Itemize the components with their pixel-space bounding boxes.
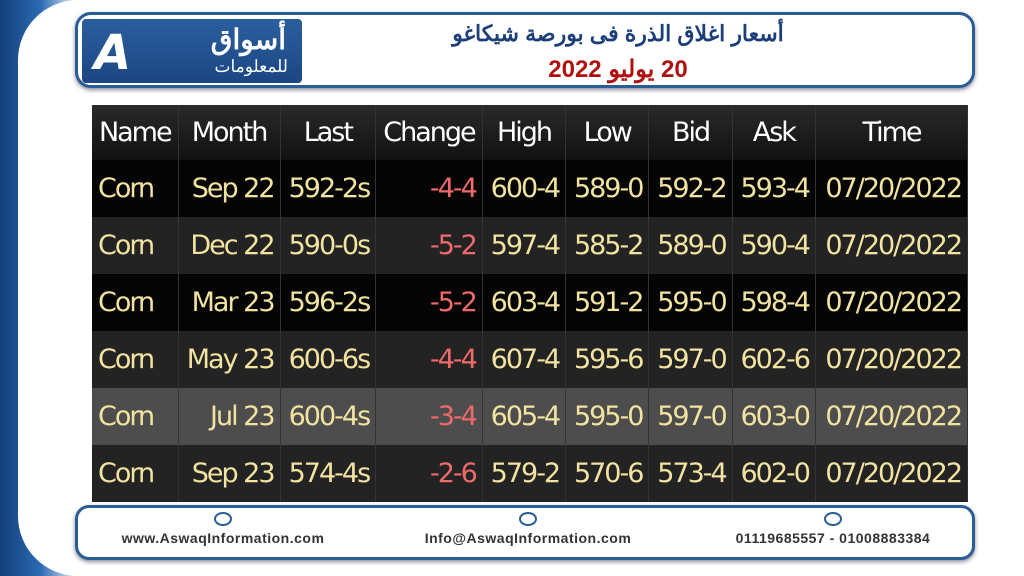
table-cell: -5-2: [375, 217, 483, 274]
logo-title: أسواق: [210, 24, 286, 55]
title: أسعار اغلاق الذرة فى بورصة شيكاغو: [452, 21, 784, 46]
table-cell: Corn: [92, 160, 179, 217]
table-cell: Jul 23: [178, 388, 281, 445]
logo-subtitle: للمعلومات: [214, 57, 288, 76]
table-cell: 600-4: [482, 160, 567, 217]
table-cell: 595-6: [565, 331, 650, 388]
table-cell: Mar 23: [178, 274, 281, 331]
date: 20 يوليو 2022: [548, 56, 688, 83]
column-header: Ask: [732, 105, 816, 160]
phone-icon: [824, 512, 842, 526]
table-cell: 595-0: [565, 388, 650, 445]
column-header: Name: [92, 105, 179, 160]
table-cell: 590-0s: [280, 217, 377, 274]
logo-icon: A: [94, 25, 132, 81]
table-cell: 585-2: [565, 217, 650, 274]
website-item: www.AswaqInformation.com: [88, 512, 358, 546]
table-cell: 593-4: [732, 160, 816, 217]
table-cell: -3-4: [375, 388, 483, 445]
table-cell: 597-0: [648, 388, 733, 445]
table-cell: 573-4: [648, 445, 733, 502]
phones: 01119685557 - 01008883384: [735, 530, 931, 546]
column-header: High: [482, 105, 567, 160]
column-header: Change: [375, 105, 483, 160]
table-cell: 07/20/2022: [815, 445, 969, 502]
column-header: Month: [178, 105, 281, 160]
column-header: Bid: [648, 105, 733, 160]
table-cell: -2-6: [375, 445, 483, 502]
header-row: Name Month Last Change High Low Bid Ask Time: [92, 105, 969, 160]
table-cell: 07/20/2022: [815, 160, 969, 217]
column-header: Low: [565, 105, 650, 160]
table-cell: 591-2: [565, 274, 650, 331]
table-cell: -4-4: [375, 331, 483, 388]
table-cell: 07/20/2022: [815, 217, 969, 274]
website: www.AswaqInformation.com: [121, 530, 325, 546]
table-cell: Dec 22: [178, 217, 281, 274]
mail-icon: [519, 512, 537, 526]
table-cell: 600-4s: [280, 388, 377, 445]
column-header: Last: [280, 105, 377, 160]
phone-item: 01119685557 - 01008883384: [698, 512, 968, 546]
table-cell: 592-2: [648, 160, 733, 217]
table-cell: 589-0: [648, 217, 733, 274]
table-cell: 570-6: [565, 445, 650, 502]
table-row: Corn Sep 23 574-4s -2-6 579-2 570-6 573-4 602-0…: [92, 445, 969, 502]
table-cell: 590-4: [732, 217, 816, 274]
email: Info@AswaqInformation.com: [424, 530, 632, 546]
table-cell: 07/20/2022: [815, 388, 969, 445]
table-cell: 592-2s: [280, 160, 377, 217]
header: A أسواق للمعلومات أسعار اغلاق الذرة فى ب…: [75, 12, 975, 88]
table-cell: 596-2s: [280, 274, 377, 331]
table-cell: 589-0: [565, 160, 650, 217]
table-cell: 597-4: [482, 217, 567, 274]
table-cell: Corn: [92, 445, 179, 502]
table-cell: 597-0: [648, 331, 733, 388]
table-cell: 605-4: [482, 388, 567, 445]
table-cell: 598-4: [732, 274, 816, 331]
table-cell: -5-2: [375, 274, 483, 331]
table-row: Corn Mar 23 596-2s -5-2 603-4 591-2 595-0 598-4…: [92, 274, 969, 331]
footer: www.AswaqInformation.com Info@AswaqInfor…: [75, 505, 975, 560]
table-cell: 579-2: [482, 445, 567, 502]
globe-icon: [214, 512, 232, 526]
logo: A أسواق للمعلومات: [82, 19, 302, 83]
table-cell: 607-4: [482, 331, 567, 388]
column-header: Time: [815, 105, 969, 160]
table-cell: 595-0: [648, 274, 733, 331]
table-cell: Sep 22: [178, 160, 281, 217]
table-cell: 602-6: [732, 331, 816, 388]
table-cell: 574-4s: [280, 445, 377, 502]
table-cell: -4-4: [375, 160, 483, 217]
table-cell: 603-4: [482, 274, 567, 331]
table-row: Corn Jul 23 600-4s -3-4 605-4 595-0 597-0 603-0…: [92, 388, 969, 445]
table-cell: Corn: [92, 331, 179, 388]
table-cell: Corn: [92, 388, 179, 445]
table-cell: Corn: [92, 274, 179, 331]
table-cell: Corn: [92, 217, 179, 274]
table-cell: 602-0: [732, 445, 816, 502]
table-cell: 603-0: [732, 388, 816, 445]
table-cell: May 23: [178, 331, 281, 388]
table-cell: 600-6s: [280, 331, 377, 388]
table-row: Corn Sep 22 592-2s -4-4 600-4 589-0 592-2 593-4…: [92, 160, 969, 217]
table-cell: Sep 23: [178, 445, 281, 502]
table-body: Corn Sep 22 592-2s -4-4 600-4 589-0 592-2 593-4…: [92, 160, 969, 502]
email-item: Info@AswaqInformation.com: [388, 512, 668, 546]
table-row: Corn Dec 22 590-0s -5-2 597-4 585-2 589-0 590-4…: [92, 217, 969, 274]
table-cell: 07/20/2022: [815, 274, 969, 331]
table-row: Corn May 23 600-6s -4-4 607-4 595-6 597-0 602-6…: [92, 331, 969, 388]
table-cell: 07/20/2022: [815, 331, 969, 388]
quotes-table: Name Month Last Change High Low Bid Ask Time Corn…: [92, 105, 969, 502]
